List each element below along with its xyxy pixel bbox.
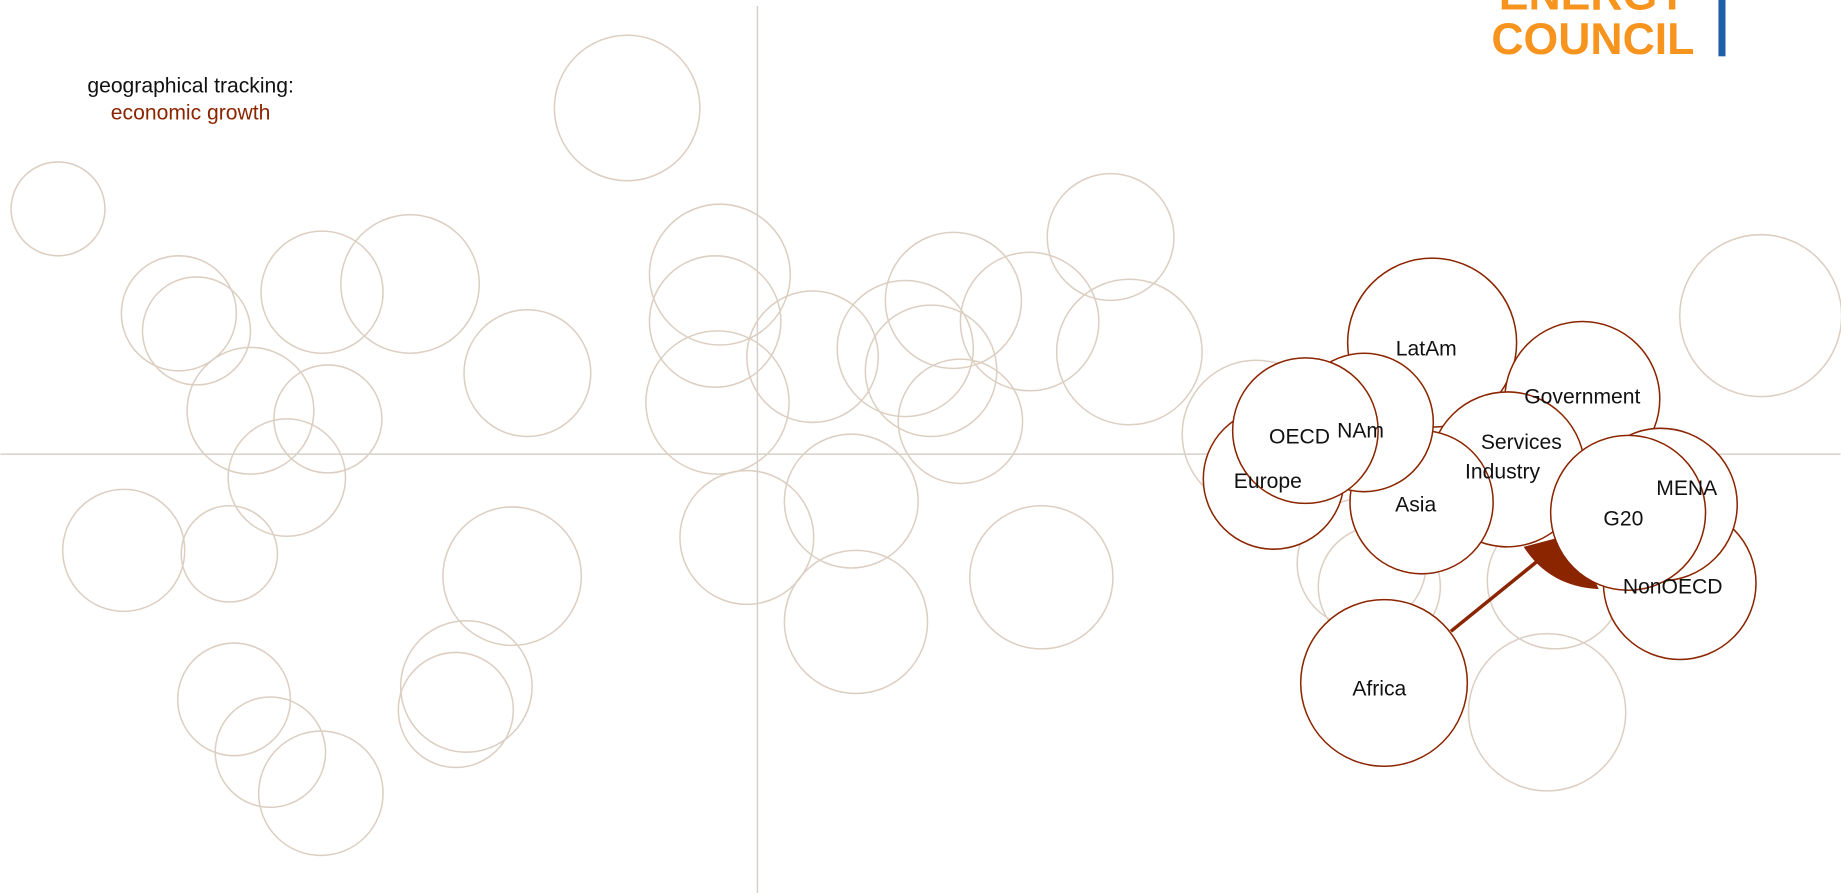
caption-title: geographical tracking: [87,75,294,98]
background-bubble [273,364,383,474]
background-bubble [176,642,292,757]
bubbles [1202,257,1757,768]
background-bubble [10,161,106,257]
background-bubble [397,651,515,769]
background-bubble [553,34,701,182]
bubble-label: Government [1524,385,1640,408]
background-bubble [260,230,384,354]
wedge [1523,533,1599,590]
bubble-label: NAm [1337,419,1384,442]
background-bubble [864,304,998,438]
link [1449,559,1539,633]
background-bubble [746,290,880,424]
background-bubble [340,213,481,354]
background-bubble [1467,632,1627,792]
background-bubble [648,203,792,346]
logo-bar [1718,0,1726,57]
background-bubble [648,255,782,389]
bubble-label: MENA [1656,477,1718,500]
bubble-label: Asia [1395,493,1436,516]
background-bubble [836,279,975,418]
background-bubble [783,433,919,569]
background-bubble [227,418,347,538]
bubble-label: Africa [1352,678,1406,701]
background-bubbles [10,34,1841,857]
caption-subtitle: economic growth [111,102,271,125]
background-bubble [120,255,238,372]
background-bubble [61,488,186,613]
bubble-label: Services [1481,431,1562,454]
background-bubble [959,251,1100,392]
background-bubble [645,330,790,475]
background-bubble [463,309,592,438]
background-bubble [1046,172,1175,302]
background-bubble [1678,233,1841,398]
bubble [1549,434,1707,592]
bubble-label: Europe [1234,470,1302,493]
background-bubble [186,346,315,475]
bubble-labels: Africa LatAm Government Industry Asia Europe N… [1234,337,1723,700]
bubble-label: LatAm [1396,337,1457,360]
bubble [1231,357,1379,505]
background-bubble [1055,278,1203,426]
background-bubble [257,730,384,857]
background-bubble [180,504,279,603]
logo-top: ENERGY [1499,0,1688,19]
logo-bottom: COUNCIL [1491,15,1694,64]
bubble-label: G20 [1603,507,1643,530]
bubble-label: NonOECD [1623,575,1723,598]
background-bubble [897,358,1024,485]
bubble-label: OECD [1269,425,1330,448]
background-bubble [969,504,1114,650]
background-bubble [442,506,583,647]
background-bubble [679,469,815,606]
bubble [1299,598,1469,768]
background-bubble [884,231,1023,370]
bubble-label: Industry [1465,460,1541,483]
background-bubble [783,549,929,695]
background-bubble [399,619,533,753]
background-bubble [141,276,252,386]
background-bubble [214,696,327,809]
